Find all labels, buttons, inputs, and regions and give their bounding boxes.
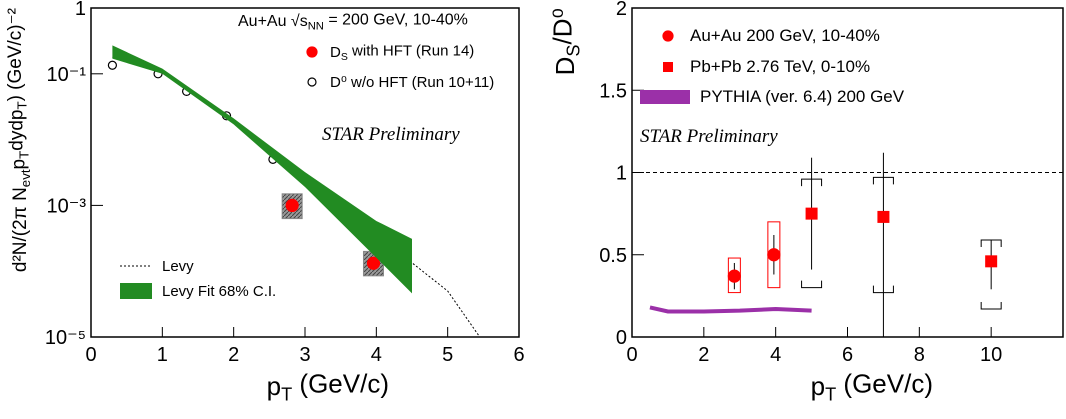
legend-label-part: with HFT (Run 14) xyxy=(348,43,474,60)
legend-label-part: D xyxy=(330,44,341,61)
frame xyxy=(90,7,520,338)
annotation-part: Au+Au √s xyxy=(238,13,308,30)
y-axis-label-part: p xyxy=(8,159,29,170)
legend-label: DS with HFT (Run 14) xyxy=(330,43,474,64)
legend-marker xyxy=(307,77,317,87)
y-tick-label: 10⁻³ xyxy=(47,195,87,217)
x-tick-label: 6 xyxy=(842,344,853,366)
frame xyxy=(631,7,1064,338)
watermark: STAR Preliminary xyxy=(322,124,460,145)
legend-label: Levy xyxy=(162,258,194,275)
marker xyxy=(805,207,818,220)
x-tick-label: 4 xyxy=(371,344,382,366)
legend-label-part: S xyxy=(341,51,348,63)
line xyxy=(112,56,481,338)
legend-label: Levy Fit 68% C.I. xyxy=(162,283,276,300)
marker xyxy=(285,198,299,212)
annotation-part: NN xyxy=(308,20,324,32)
y-tick-label: 2 xyxy=(616,0,627,20)
x-tick-label: 4 xyxy=(770,344,781,366)
marker xyxy=(877,210,890,223)
y-tick-label: 10⁻¹ xyxy=(47,64,87,86)
x-tick-label: 0 xyxy=(626,344,637,366)
x-tick-label: 10 xyxy=(980,344,1002,366)
legend-label: PYTHIA (ver. 6.4) 200 GeV xyxy=(700,87,905,106)
x-tick-label: 3 xyxy=(299,344,310,366)
annotation: Au+Au √sNN = 200 GeV, 10-40% xyxy=(238,12,468,33)
x-tick-label: 2 xyxy=(698,344,709,366)
y-axis-label-part: evt xyxy=(18,169,33,187)
x-tick-label: 8 xyxy=(914,344,925,366)
x-axis-label-part: (GeV/c) xyxy=(292,369,389,399)
line xyxy=(649,305,812,314)
y-tick-label: 0 xyxy=(616,327,627,349)
legend-marker xyxy=(306,46,318,58)
x-tick-label: 5 xyxy=(442,344,453,366)
x-tick-label: 1 xyxy=(157,344,168,366)
y-tick-label: 0.5 xyxy=(599,245,627,267)
x-axis-label-part: (GeV/c) xyxy=(836,369,933,399)
legend-label: Pb+Pb 2.76 TeV, 0-10% xyxy=(690,57,870,76)
x-tick-label: 0 xyxy=(85,344,96,366)
y-axis-label-part: S xyxy=(563,44,583,56)
legend-marker xyxy=(662,30,674,42)
y-axis-label-part: T xyxy=(16,151,31,159)
marker xyxy=(985,255,998,268)
x-axis-label-part: p xyxy=(811,371,825,401)
y-axis-label-part: D xyxy=(550,57,580,76)
x-axis-label-part: T xyxy=(281,384,292,404)
y-axis-label-part: d²N/(2π N xyxy=(10,187,31,272)
watermark: STAR Preliminary xyxy=(640,126,778,147)
y-axis-label: DS/D⁰ xyxy=(548,8,584,75)
x-axis-label: pT (GeV/c) xyxy=(267,369,389,405)
annotation-part: = 200 GeV, 10-40% xyxy=(324,12,468,29)
y-axis-label-part: ) (GeV/c)⁻² xyxy=(5,8,26,101)
y-axis-label-part: dydp xyxy=(7,110,28,151)
marker xyxy=(727,269,741,283)
legend-marker xyxy=(663,62,673,72)
marker xyxy=(767,248,781,262)
y-tick-label: 10⁻⁵ xyxy=(45,327,86,349)
x-axis-label-part: p xyxy=(267,371,281,401)
x-axis-label-part: T xyxy=(825,384,836,404)
marker xyxy=(107,60,118,70)
x-axis-label: pT (GeV/c) xyxy=(811,369,933,405)
legend-swatch xyxy=(120,283,152,299)
y-axis-label-part: T xyxy=(15,101,30,109)
y-axis-label: d²N/(2π NevtpTdydpT) (GeV/c)⁻² xyxy=(5,8,33,272)
y-tick-label: 1.5 xyxy=(599,80,627,102)
x-tick-label: 6 xyxy=(513,344,524,366)
legend-label: Au+Au 200 GeV, 10-40% xyxy=(690,26,880,45)
y-tick-label: 1 xyxy=(75,0,86,20)
legend-label: D⁰ w/o HFT (Run 10+11) xyxy=(330,74,494,91)
y-tick-label: 1 xyxy=(616,163,627,185)
x-tick-label: 2 xyxy=(228,344,239,366)
marker xyxy=(366,256,381,270)
y-axis-label-part: /D⁰ xyxy=(548,8,578,44)
